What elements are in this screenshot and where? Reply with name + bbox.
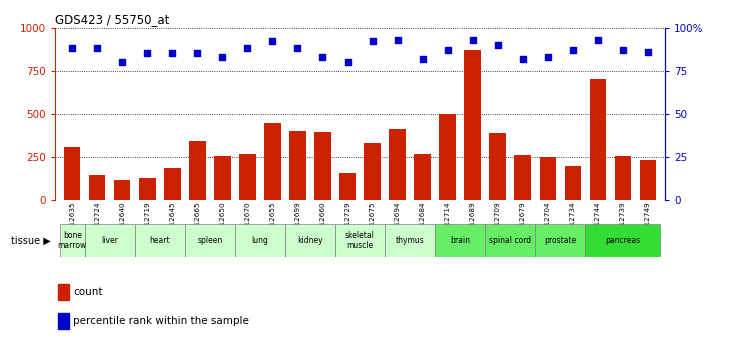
Text: thymus: thymus	[395, 236, 425, 245]
Point	[292, 46, 303, 51]
Point	[542, 54, 553, 60]
Text: pancreas: pancreas	[605, 236, 640, 245]
Text: spinal cord: spinal cord	[489, 236, 531, 245]
Bar	[515, 155, 531, 200]
Point	[592, 37, 604, 42]
Bar	[615, 156, 631, 200]
Text: bone
marrow: bone marrow	[58, 231, 87, 250]
Bar	[189, 141, 205, 200]
Point	[267, 39, 279, 44]
Bar	[239, 154, 256, 200]
Point	[617, 47, 629, 53]
Bar	[58, 284, 69, 299]
Bar	[235, 224, 285, 257]
Bar	[640, 159, 656, 200]
Point	[567, 47, 578, 53]
Bar	[114, 180, 131, 200]
Bar	[139, 178, 156, 200]
Bar	[214, 156, 230, 200]
Point	[142, 51, 154, 56]
Point	[341, 59, 353, 65]
Point	[392, 37, 404, 42]
Text: brain: brain	[450, 236, 470, 245]
Bar	[539, 157, 556, 200]
Bar	[390, 128, 406, 200]
Bar	[185, 224, 235, 257]
Text: percentile rank within the sample: percentile rank within the sample	[73, 316, 249, 326]
Bar	[564, 167, 581, 200]
Bar	[265, 124, 281, 200]
Point	[417, 56, 428, 61]
Point	[642, 49, 654, 55]
Bar	[414, 155, 431, 200]
Bar	[58, 313, 69, 329]
Point	[367, 39, 379, 44]
Bar	[60, 224, 85, 257]
Bar	[364, 143, 381, 200]
Bar	[435, 224, 485, 257]
Text: prostate: prostate	[544, 236, 576, 245]
Point	[91, 46, 103, 51]
Bar	[485, 224, 535, 257]
Bar	[314, 132, 330, 200]
Bar	[535, 224, 585, 257]
Bar	[339, 172, 356, 200]
Point	[492, 42, 504, 48]
Point	[67, 46, 78, 51]
Bar	[335, 224, 385, 257]
Point	[466, 37, 478, 42]
Text: spleen: spleen	[197, 236, 222, 245]
Point	[242, 46, 254, 51]
Bar	[89, 175, 105, 200]
Point	[442, 47, 453, 53]
Bar	[585, 224, 660, 257]
Point	[192, 51, 203, 56]
Point	[167, 51, 178, 56]
Bar	[289, 131, 306, 200]
Bar	[490, 133, 506, 200]
Text: count: count	[73, 287, 102, 297]
Point	[517, 56, 529, 61]
Bar	[64, 147, 80, 200]
Bar	[439, 114, 455, 200]
Bar	[135, 224, 185, 257]
Text: lung: lung	[251, 236, 268, 245]
Bar	[164, 168, 181, 200]
Point	[317, 54, 328, 60]
Bar	[85, 224, 135, 257]
Text: heart: heart	[150, 236, 170, 245]
Point	[116, 59, 128, 65]
Text: liver: liver	[102, 236, 118, 245]
Bar	[589, 79, 606, 200]
Text: kidney: kidney	[298, 236, 323, 245]
Bar	[385, 224, 435, 257]
Bar	[285, 224, 335, 257]
Bar	[464, 50, 481, 200]
Text: GDS423 / 55750_at: GDS423 / 55750_at	[55, 13, 169, 27]
Point	[216, 54, 228, 60]
Text: skeletal
muscle: skeletal muscle	[345, 231, 375, 250]
Text: tissue ▶: tissue ▶	[12, 236, 51, 246]
